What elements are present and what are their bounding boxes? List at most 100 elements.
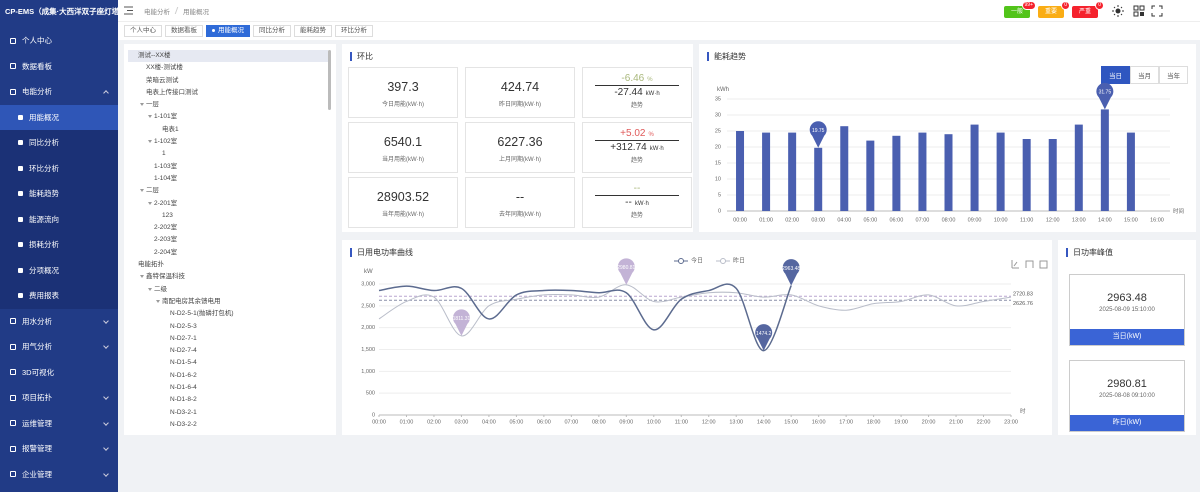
tree-node[interactable]: 1-104室 [128, 173, 328, 185]
menu-item[interactable]: 报警管理 [0, 436, 118, 462]
tree-label: N-D1-6-4 [170, 384, 197, 392]
submenu-item[interactable]: 费用报表 [0, 283, 118, 309]
tree-node[interactable]: N-D2-5-1(抛磷打包机) [128, 308, 328, 320]
tree-node[interactable]: 鑫特保温科技 [128, 271, 328, 283]
menu-item[interactable]: 个人中心 [0, 28, 118, 54]
menu-toggle[interactable] [124, 6, 134, 15]
tab[interactable]: 数据看板 [165, 25, 203, 37]
menu-icon [10, 369, 16, 376]
range-button[interactable]: 当月 [1130, 66, 1159, 84]
tree-node[interactable]: N-D1-5-4 [128, 357, 328, 369]
menu-icon [18, 293, 23, 299]
x-tick-label: 03:00 [811, 217, 825, 223]
range-button[interactable]: 当年 [1159, 66, 1188, 84]
submenu-item[interactable]: 同比分析 [0, 130, 118, 156]
tree-node[interactable]: N-D3-2-2 [128, 419, 328, 431]
scrollbar[interactable] [328, 50, 331, 110]
peak-panel: 日功率峰值 2963.48 2025-08-09 15:10:00 当日(kW) 29… [1058, 240, 1196, 435]
alert-button[interactable]: 一般 99+ [1004, 1, 1037, 18]
tree-label: 1-102室 [154, 138, 178, 146]
tree-node[interactable]: 一层 [128, 99, 328, 111]
x-tick-label: 07:00 [916, 217, 930, 223]
x-tick-label: 10:00 [994, 217, 1008, 223]
tree-node[interactable]: 电表1 [128, 124, 328, 136]
tree-node[interactable]: N-D2-5-3 [128, 321, 328, 333]
crumb-item[interactable]: 用能概况 [183, 9, 209, 16]
tree-node[interactable]: 南配电房其余馈电用 [128, 296, 328, 308]
tree-node[interactable]: N-D1-6-4 [128, 382, 328, 394]
tree-node[interactable]: 1-101室 [128, 111, 328, 123]
menu-label: 企业管理 [22, 469, 52, 479]
x-tick-label: 04:00 [837, 217, 851, 223]
y-tick-label: 35 [715, 96, 721, 102]
tree-node[interactable]: N-D3-2-1 [128, 407, 328, 419]
tab[interactable]: 用能概况 [206, 25, 250, 37]
x-tick-label: 16:00 [812, 419, 826, 425]
crumb-item[interactable]: 电能分析 [144, 9, 170, 16]
tree-node[interactable]: 二级 [128, 284, 328, 296]
menu-icon [10, 343, 16, 350]
menu-label: 分项概况 [29, 265, 59, 275]
menu-item[interactable]: 用水分析 [0, 309, 118, 335]
submenu-item[interactable]: 损耗分析 [0, 232, 118, 258]
x-axis-label: 时 [1020, 407, 1026, 415]
x-tick-label: 03:00 [455, 419, 469, 425]
menu-item[interactable]: 运维管理 [0, 411, 118, 437]
range-button[interactable]: 当日 [1101, 66, 1130, 84]
tree-node[interactable]: XX楼-测试楼 [128, 62, 328, 74]
submenu-item[interactable]: 用能概况 [0, 104, 118, 130]
trend-panel: 能耗趋势 当日 当月 当年 kWh 时间 0 5 10 15 20 25 30 35 00:00 01:0… [699, 44, 1196, 232]
tab[interactable]: 个人中心 [124, 25, 162, 37]
tree-node[interactable]: 电表上传接口测试 [128, 87, 328, 99]
tree-node[interactable]: N-D1-6-2 [128, 370, 328, 382]
tree-node[interactable]: 二层 [128, 185, 328, 197]
tree-node[interactable]: 123 [128, 210, 328, 222]
stat-card: 424.74 昨日同期(kW·h) [465, 67, 575, 118]
stat-value: 6227.36 [497, 135, 543, 149]
y-tick-label: 2,500 [361, 303, 375, 309]
menu-label: 费用报表 [29, 291, 59, 301]
menu-label: 用水分析 [22, 316, 52, 326]
tree-node[interactable]: 1-102室 [128, 136, 328, 148]
menu-icon [18, 114, 23, 120]
tree-node[interactable]: 2-204室 [128, 247, 328, 259]
trend-delta: -27.44 kW·h [583, 87, 691, 98]
tab[interactable]: 同比分析 [253, 25, 291, 37]
x-tick-label: 07:00 [564, 419, 578, 425]
tree-node[interactable]: N-D2-7-4 [128, 345, 328, 357]
submenu-item[interactable]: 能源流向 [0, 206, 118, 232]
alert-button[interactable]: 严重 0 [1072, 1, 1105, 18]
chart-toolbox[interactable] [1011, 260, 1048, 269]
submenu-item[interactable]: 环比分析 [0, 155, 118, 181]
tree-node[interactable]: 1-103室 [128, 161, 328, 173]
tree-node[interactable]: 荣暗云测试 [128, 75, 328, 87]
tab[interactable]: 能耗趋势 [294, 25, 332, 37]
menu-item[interactable]: 电能分析 [0, 79, 118, 105]
tree-node[interactable]: 1 [128, 148, 328, 160]
tree-node[interactable]: 测试--XX楼 [128, 50, 328, 63]
y-axis-label: kW [364, 269, 373, 275]
stat-label: 趋势 [630, 158, 643, 164]
tree-node[interactable]: 电能拓扑 [128, 259, 328, 271]
stat-value: 424.74 [500, 80, 540, 94]
menu-item[interactable]: 项目拓扑 [0, 385, 118, 411]
menu-item[interactable]: 企业管理 [0, 462, 118, 488]
alert-button[interactable]: 重要 0 [1038, 1, 1071, 18]
tool-icons[interactable] [1112, 5, 1172, 17]
tree-node[interactable]: 2-203室 [128, 234, 328, 246]
tab[interactable]: 环比分析 [335, 25, 373, 37]
x-tick-label: 15:00 [1124, 217, 1138, 223]
menu-item[interactable]: 数据看板 [0, 54, 118, 80]
menu-item[interactable]: 能源资产管理 [0, 487, 118, 492]
alert-count: 99+ [1021, 1, 1037, 10]
menu-item[interactable]: 3D可视化 [0, 360, 118, 386]
submenu-item[interactable]: 分项概况 [0, 257, 118, 283]
menu-item[interactable]: 用气分析 [0, 334, 118, 360]
tree-node[interactable]: N-D1-8-2 [128, 394, 328, 406]
tree-node[interactable]: 2-201室 [128, 198, 328, 210]
breadcrumb: 电能分析 用能概况 [144, 6, 209, 16]
tree-node[interactable]: N-D2-7-1 [128, 333, 328, 345]
submenu-item[interactable]: 能耗趋势 [0, 181, 118, 207]
trend-delta: -- kW·h [583, 197, 691, 208]
tree-node[interactable]: 2-202室 [128, 222, 328, 234]
